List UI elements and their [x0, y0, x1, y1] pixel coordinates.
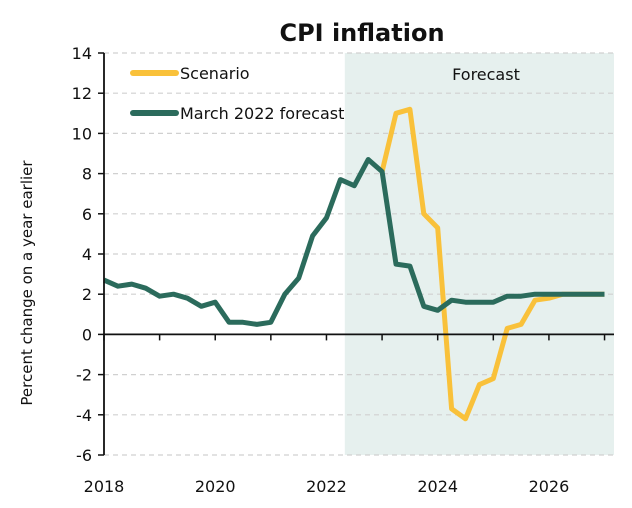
legend-label-march-2022-forecast: March 2022 forecast [180, 104, 344, 123]
legend-label-scenario: Scenario [180, 64, 250, 83]
x-tick-label: 2020 [195, 477, 236, 496]
y-tick-label: -4 [76, 406, 92, 425]
x-tick-label: 2022 [306, 477, 347, 496]
chart-title: CPI inflation [279, 19, 444, 47]
y-tick-label: 4 [82, 245, 92, 264]
y-tick-label: 12 [72, 84, 92, 103]
x-tick-label: 2026 [529, 477, 570, 496]
y-tick-label: 0 [82, 325, 92, 344]
y-tick-label: 14 [72, 44, 92, 63]
y-tick-label: 10 [72, 124, 92, 143]
y-tick-label: 8 [82, 165, 92, 184]
y-tick-label: -2 [76, 366, 92, 385]
y-tick-label: -6 [76, 446, 92, 465]
legend: Scenario March 2022 forecast [130, 64, 344, 123]
y-tick-label: 2 [82, 285, 92, 304]
forecast-annotation: Forecast [452, 65, 520, 84]
y-tick-label: 6 [82, 205, 92, 224]
x-tick-label: 2018 [84, 477, 125, 496]
y-axis-label: Percent change on a year earlier [18, 160, 36, 406]
x-tick-label: 2024 [417, 477, 458, 496]
